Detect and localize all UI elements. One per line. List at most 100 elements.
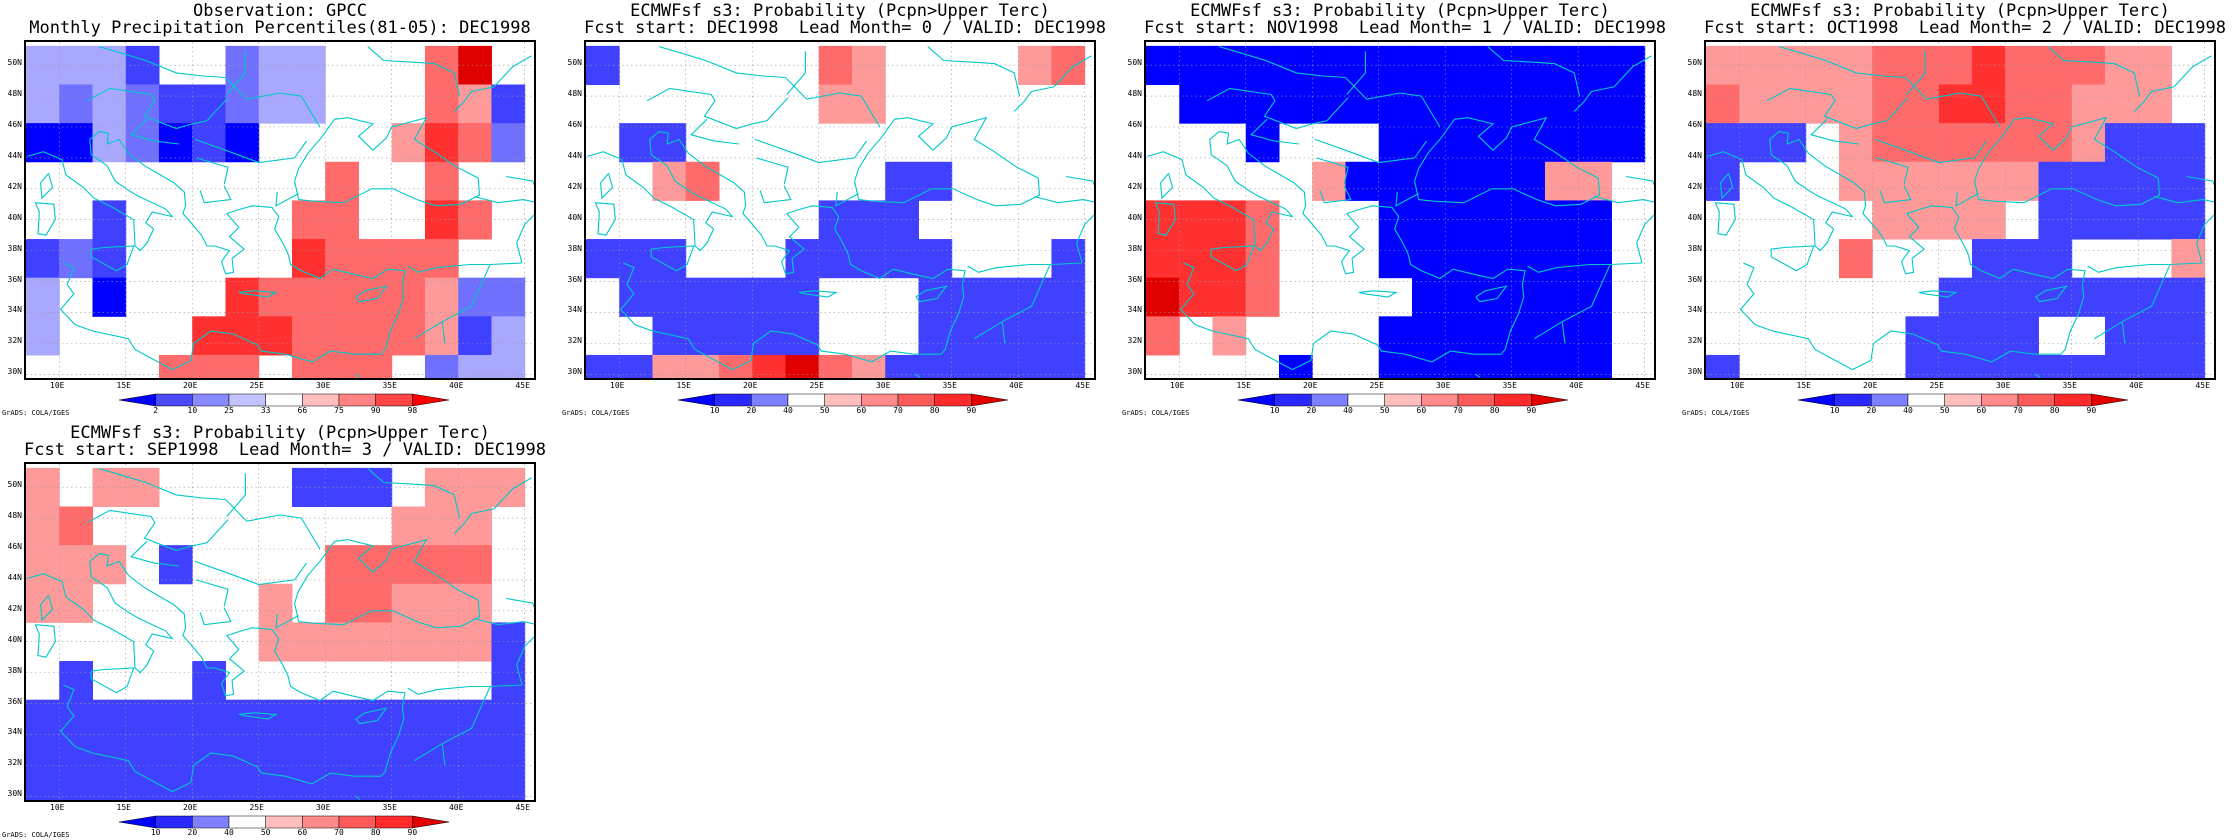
coastline — [1810, 118, 1859, 145]
grid-cell — [2071, 84, 2106, 124]
grid-cell — [192, 354, 226, 378]
lat-tick-label: 50N — [1687, 58, 1702, 68]
lon-tick-label: 30E — [1995, 381, 2011, 390]
grid-cell — [125, 699, 160, 739]
grid-cell — [1544, 45, 1579, 85]
coastline — [27, 131, 174, 252]
grid-cell — [951, 316, 986, 356]
coastline — [666, 133, 966, 355]
grid-cell — [1345, 84, 1380, 124]
coastline — [106, 133, 406, 355]
coastline — [967, 262, 1083, 273]
grid-cell — [358, 316, 393, 356]
grid-cell — [1739, 84, 1773, 124]
grid-cell — [685, 161, 720, 201]
coastline — [1955, 191, 1979, 207]
colorbar-label: 90 — [370, 406, 381, 415]
colorbar-swatch — [861, 393, 899, 407]
grid-cell — [491, 776, 526, 800]
grid-cell — [1179, 84, 1213, 124]
coastline — [130, 540, 179, 567]
grid-cell — [158, 354, 193, 378]
grid-cell — [391, 776, 426, 800]
coastline — [1395, 191, 1419, 207]
panel-title-line1: ECMWFsf s3: Probability (Pcpn>Upper Terc… — [70, 423, 490, 443]
coastline — [294, 538, 481, 629]
grid-cell — [258, 738, 293, 778]
grid-cell — [491, 354, 526, 378]
grid-cell — [1312, 84, 1346, 124]
lat-tick-label: 32N — [1127, 336, 1142, 346]
colorbar-swatch — [192, 393, 230, 407]
grid-cell — [1938, 45, 1973, 85]
coastline — [1879, 185, 1912, 204]
grid-cell — [59, 506, 93, 546]
lat-tick-label: 34N — [1127, 305, 1142, 315]
coastline — [441, 743, 446, 766]
panel-title-line1: ECMWFsf s3: Probability (Pcpn>Upper Terc… — [1750, 1, 2170, 21]
grid-cell — [192, 776, 226, 800]
colorbar-swatch — [118, 393, 156, 407]
grid-cell — [1378, 161, 1413, 201]
coastline — [90, 667, 135, 694]
colorbar-label: 70 — [893, 406, 903, 415]
coastline — [506, 175, 534, 186]
lat-tick-label: 34N — [1687, 305, 1702, 315]
coastline — [1626, 175, 1654, 186]
grid-cell — [1445, 161, 1479, 201]
lon-tick-label: 40E — [448, 381, 464, 390]
grid-cell — [1245, 277, 1280, 317]
lon-tick-label: 10E — [50, 803, 65, 812]
grid-cell — [59, 545, 93, 585]
colorbar-swatch — [2017, 393, 2055, 407]
lon-tick-label: 25E — [1369, 381, 1384, 390]
grid-cell — [458, 583, 492, 623]
coastline — [1218, 46, 1441, 128]
colorbar-swatch — [1531, 393, 1569, 407]
grid-cell — [1478, 316, 1513, 356]
coastline — [506, 597, 534, 608]
coastline — [194, 560, 308, 586]
colorbar-label: 70 — [2013, 406, 2023, 415]
grid-cell — [26, 776, 60, 800]
grid-cell — [2138, 123, 2172, 163]
grid-cell — [652, 354, 687, 378]
grid-cell — [1245, 84, 1280, 124]
grid-cell — [225, 699, 260, 739]
grid-cell — [26, 239, 60, 279]
lat-tick-label: 44N — [7, 572, 22, 582]
colorbar-label: 10 — [187, 406, 198, 415]
coastline — [2121, 321, 2126, 344]
colorbar-label: 98 — [407, 406, 418, 415]
lon-tick-label: 45E — [2195, 381, 2210, 390]
grid-cell — [391, 699, 426, 739]
lon-tick-label: 25E — [249, 381, 264, 390]
colorbar-swatch — [1311, 393, 1349, 407]
grid-cell — [851, 200, 886, 240]
grid-cell — [125, 123, 160, 163]
colorbar-swatch — [677, 393, 715, 407]
colorbar-label: 60 — [297, 828, 308, 837]
colorbar-label: 66 — [297, 406, 308, 415]
coastline — [2035, 285, 2068, 303]
grid-cell — [718, 354, 753, 378]
coastline — [2047, 46, 2141, 97]
lon-tick-label: 40E — [1008, 381, 1024, 390]
grid-cell — [1378, 239, 1413, 279]
coastline — [2154, 195, 2214, 264]
grid-cell — [785, 277, 820, 317]
map-panel-obs: Observation: GPCC Monthly Precipitation P… — [0, 0, 560, 418]
grid-cell — [125, 84, 160, 124]
colorbar: 10 20 40 50 60 70 80 90 — [677, 393, 1009, 415]
lon-tick-label: 35E — [2062, 381, 2077, 390]
colorbar-swatch — [824, 393, 862, 407]
grid-cell — [92, 699, 127, 739]
coastline — [587, 131, 734, 252]
grid-cell — [1971, 239, 2006, 279]
grid-cell — [1445, 354, 1479, 378]
grid-cell — [391, 506, 426, 546]
grid-cell — [192, 123, 226, 163]
coastline — [414, 264, 491, 340]
grid-cell — [26, 84, 60, 124]
coastline — [1210, 245, 1255, 272]
